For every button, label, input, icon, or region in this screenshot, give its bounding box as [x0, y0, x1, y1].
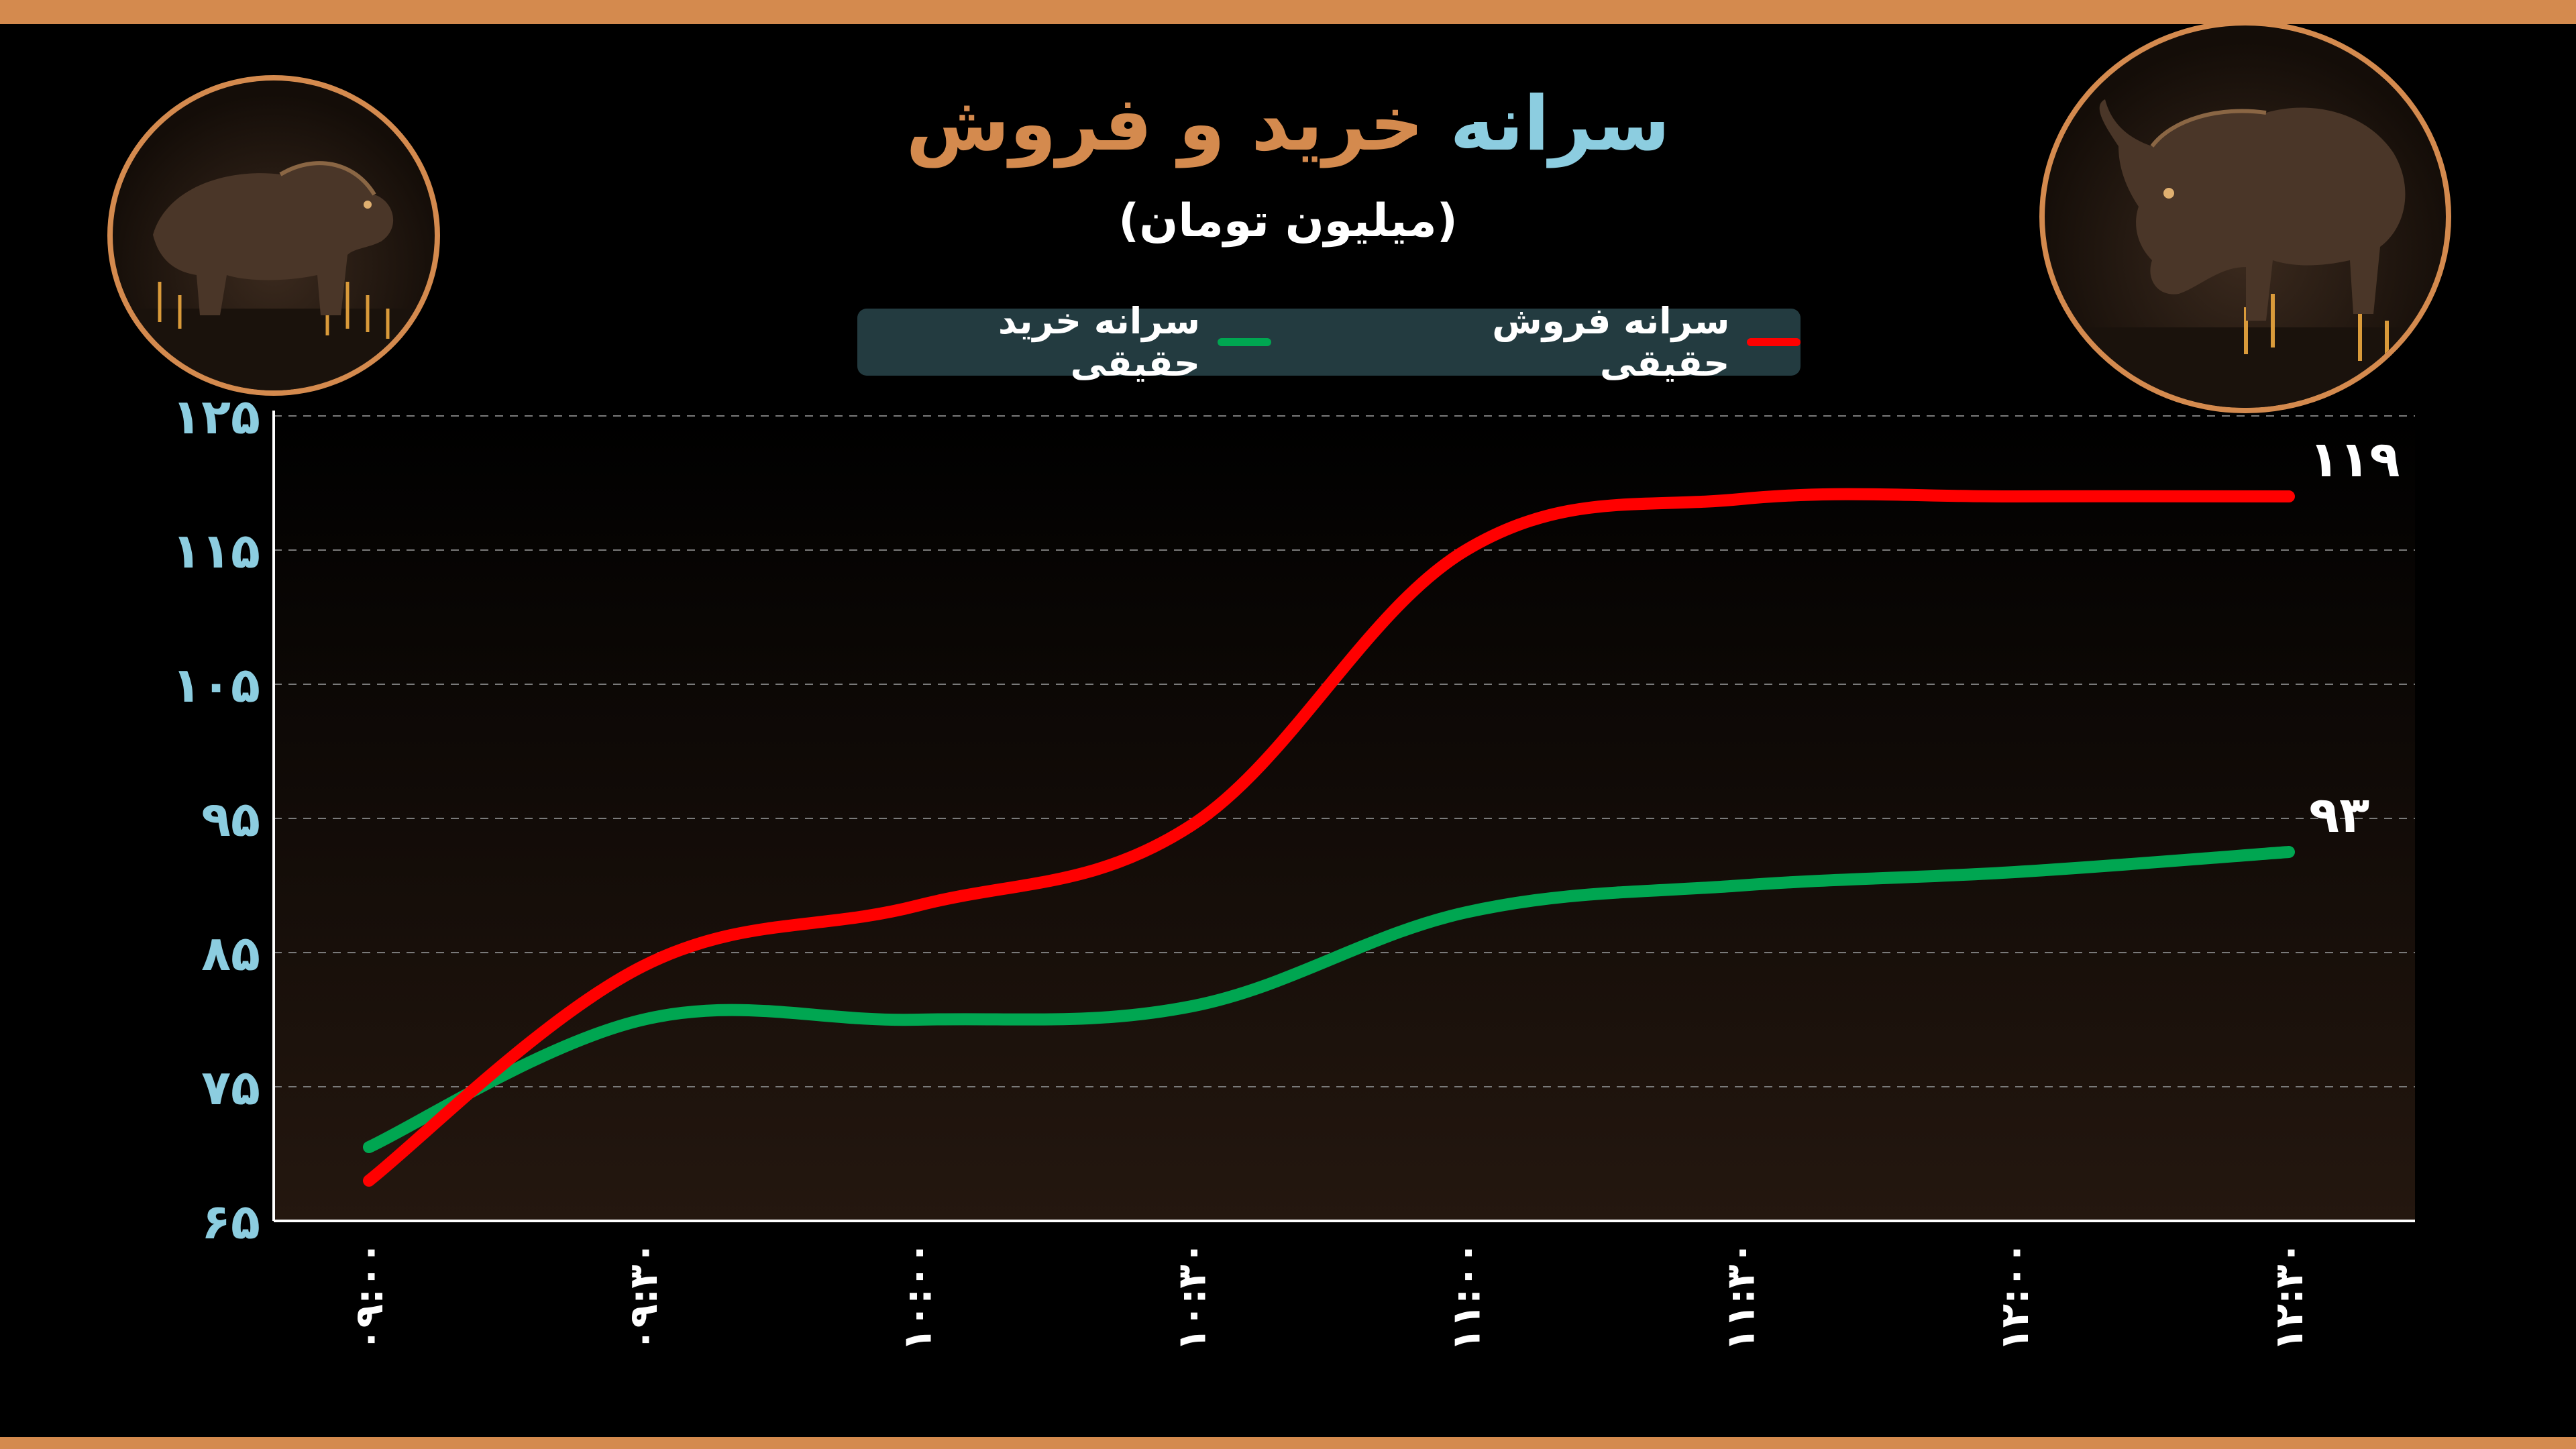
x-tick-label: ۰۹:۳۰ [621, 1241, 666, 1352]
x-tick-label: ۱۲:۳۰ [2266, 1241, 2312, 1352]
title-word-1: سرانه [1450, 80, 1670, 168]
chart-title: سرانه خرید و فروش [0, 80, 2576, 168]
legend-item-sell: سرانه فروش حقیقی [1352, 300, 1801, 384]
y-tick-label: ۱۲۵ [172, 388, 260, 445]
x-tick-label: ۱۱:۳۰ [1717, 1241, 1763, 1352]
x-tick-label: ۱۰:۳۰ [1169, 1241, 1215, 1352]
legend-label-sell: سرانه فروش حقیقی [1492, 300, 1730, 384]
bottom-frame-bar [0, 1437, 2576, 1449]
sell-end-label: ۱۱۹ [2309, 431, 2400, 488]
legend-swatch-sell [1747, 338, 1801, 346]
y-tick-label: ۶۵ [201, 1193, 260, 1250]
bull-badge [2039, 20, 2451, 413]
y-tick-label: ۹۵ [201, 791, 260, 847]
y-tick-label: ۱۰۵ [172, 657, 260, 713]
x-tick-label: ۱۰:۰۰ [895, 1241, 941, 1352]
top-frame-bar [0, 0, 2576, 24]
buy-end-label: ۹۳ [2309, 786, 2369, 844]
buy-series-line [363, 846, 2295, 1153]
chart-legend: سرانه فروش حقیقی سرانه خرید حقیقی [857, 300, 1801, 384]
x-tick-label: ۱۱:۰۰ [1443, 1241, 1489, 1352]
y-tick-label: ۷۵ [201, 1059, 260, 1116]
bear-badge [107, 75, 440, 396]
y-tick-label: ۱۱۵ [172, 523, 260, 579]
y-tick-label: ۸۵ [201, 925, 260, 981]
legend-label-buy: سرانه خرید حقیقی [998, 300, 1200, 384]
legend-item-buy: سرانه خرید حقیقی [857, 300, 1271, 384]
title-word-2: خرید و فروش [906, 80, 1424, 168]
chart-subtitle: (میلیون تومان) [1118, 195, 1458, 248]
legend-swatch-buy [1217, 338, 1271, 346]
x-tick-label: ۱۲:۰۰ [1992, 1241, 2037, 1352]
sell-series-line [363, 488, 2295, 1187]
x-tick-label: ۰۹:۰۰ [346, 1241, 392, 1352]
